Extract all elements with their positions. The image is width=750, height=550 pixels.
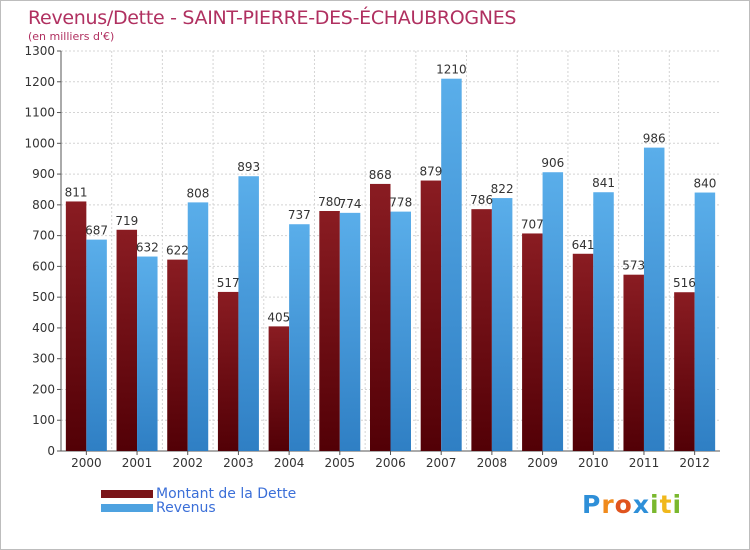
legend-label-dette: Montant de la Dette <box>156 486 297 502</box>
data-label: 737 <box>288 208 311 222</box>
bar-dette <box>674 292 695 451</box>
bar-dette <box>319 211 340 451</box>
logo-letter: t <box>659 490 673 519</box>
x-tick-label: 2001 <box>122 456 153 470</box>
x-tick-label: 2007 <box>426 456 457 470</box>
data-label: 780 <box>318 195 341 209</box>
x-tick-label: 2012 <box>679 456 710 470</box>
bar-revenus <box>238 176 259 451</box>
bar-revenus <box>542 172 564 451</box>
bar-revenus <box>593 192 614 451</box>
y-tick-label: 100 <box>32 413 55 427</box>
x-tick-label: 2004 <box>274 456 305 470</box>
data-label: 808 <box>187 186 210 200</box>
y-tick-label: 500 <box>32 290 55 304</box>
data-label: 906 <box>541 156 564 170</box>
data-label: 778 <box>389 196 412 210</box>
bar-revenus <box>694 192 716 452</box>
logo-letter: r <box>601 490 615 519</box>
bar-layer <box>65 78 716 452</box>
data-label: 986 <box>643 132 666 146</box>
y-tick-label: 300 <box>32 352 55 366</box>
bar-dette <box>116 229 138 451</box>
bar-revenus <box>289 224 310 451</box>
bar-dette <box>420 180 442 452</box>
data-label: 632 <box>136 241 159 255</box>
data-label: 879 <box>419 165 442 179</box>
bar-revenus <box>339 212 361 451</box>
bar-dette <box>65 201 87 451</box>
bar-revenus <box>441 78 462 451</box>
data-label: 774 <box>339 197 362 211</box>
y-tick-label: 1200 <box>24 75 55 89</box>
data-label: 687 <box>85 224 108 238</box>
x-tick-label: 2011 <box>629 456 660 470</box>
data-label: 719 <box>115 214 138 228</box>
bar-revenus <box>390 211 411 451</box>
data-label: 516 <box>673 276 696 290</box>
bar-dette <box>167 259 188 451</box>
bar-dette <box>471 209 492 451</box>
data-label: 811 <box>65 185 88 199</box>
x-tick-label: 2008 <box>477 456 508 470</box>
legend-swatch-dette <box>101 490 153 498</box>
bar-revenus <box>491 198 513 451</box>
logo-letter: i <box>672 490 683 519</box>
bar-dette <box>370 183 391 451</box>
bar-revenus <box>643 147 665 451</box>
bar-dette <box>623 274 644 451</box>
data-label: 786 <box>470 193 493 207</box>
bar-revenus <box>137 256 158 451</box>
data-label: 841 <box>592 176 615 190</box>
data-label: 573 <box>622 259 645 273</box>
x-tick-label: 2009 <box>527 456 558 470</box>
logo-letter: x <box>632 490 650 519</box>
data-label: 1210 <box>436 63 467 77</box>
chart-subtitle: (en milliers d'€) <box>28 30 115 43</box>
x-tick-label: 2006 <box>375 456 406 470</box>
bar-revenus <box>187 202 209 451</box>
data-label: 840 <box>693 177 716 191</box>
data-label: 707 <box>521 217 544 231</box>
legend-swatch-revenus <box>101 504 153 512</box>
data-label: 893 <box>237 160 260 174</box>
bar-revenus <box>86 239 107 451</box>
bar-dette <box>522 233 543 451</box>
y-tick-label: 600 <box>32 259 55 273</box>
legend-label-revenus: Revenus <box>156 500 216 516</box>
y-tick-label: 1300 <box>24 44 55 58</box>
data-label: 405 <box>267 310 290 324</box>
x-tick-label: 2010 <box>578 456 609 470</box>
data-label: 517 <box>217 276 240 290</box>
y-tick-label: 0 <box>47 444 55 458</box>
logo-letter: P <box>582 490 602 519</box>
data-label: 641 <box>572 238 595 252</box>
axis-layer: 0 100 200 300 400 500 600 700 800 900 1000 1100 1200… <box>24 44 720 470</box>
chart-title: Revenus/Dette - SAINT-PIERRE-DES-ÉCHAUBR… <box>28 7 517 29</box>
x-tick-label: 2002 <box>172 456 203 470</box>
data-label: 622 <box>166 244 189 258</box>
y-tick-label: 1100 <box>24 106 55 120</box>
logo-letter: o <box>614 490 633 519</box>
data-label: 868 <box>369 168 392 182</box>
data-label: 822 <box>491 182 514 196</box>
bar-dette <box>217 291 239 451</box>
bar-dette <box>572 253 594 451</box>
bar-dette <box>268 326 290 451</box>
y-tick-label: 1000 <box>24 136 55 150</box>
logo-letter: i <box>650 490 660 519</box>
y-tick-label: 400 <box>32 321 55 335</box>
x-tick-label: 2005 <box>325 456 356 470</box>
proxiti-logo: Proxiti <box>582 490 682 519</box>
y-tick-label: 800 <box>32 198 55 212</box>
x-tick-label: 2000 <box>71 456 102 470</box>
x-tick-label: 2003 <box>223 456 254 470</box>
y-tick-label: 700 <box>32 229 55 243</box>
y-tick-label: 900 <box>32 167 55 181</box>
y-tick-label: 200 <box>32 382 55 396</box>
